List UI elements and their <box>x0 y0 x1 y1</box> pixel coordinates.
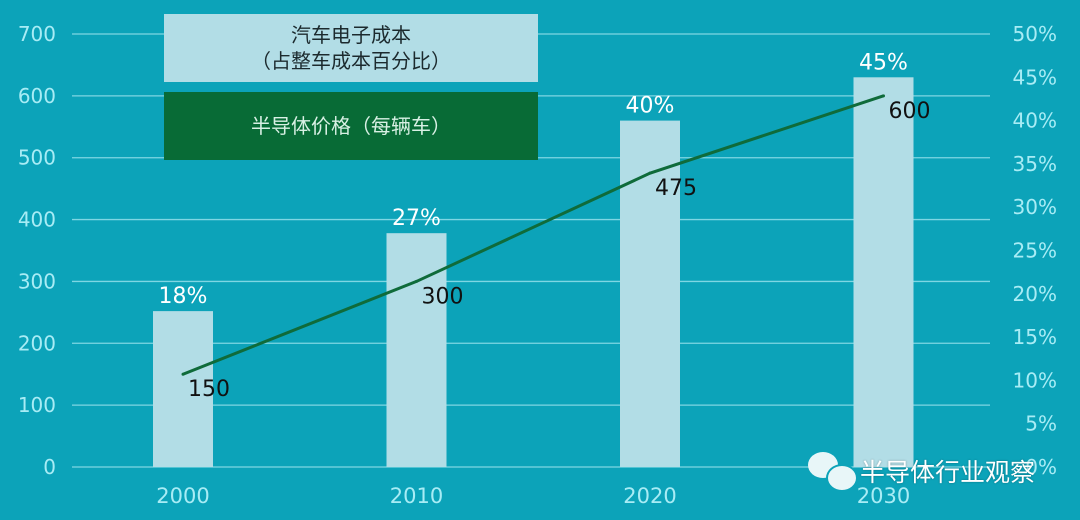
line-data-label: 150 <box>188 377 230 402</box>
legend-line-series: 半导体价格（每辆车） <box>164 92 538 160</box>
bar <box>620 120 680 467</box>
bar <box>386 233 447 467</box>
bar-data-label: 18% <box>159 284 208 309</box>
line-point <box>181 372 185 376</box>
bar-data-label: 27% <box>392 206 441 231</box>
right-tick-label: 5% <box>1025 412 1057 436</box>
left-tick-label: 0 <box>43 455 56 479</box>
left-tick-label: 600 <box>18 84 56 108</box>
right-tick-label: 30% <box>1013 195 1057 219</box>
left-tick-label: 500 <box>18 146 56 170</box>
right-tick-label: 45% <box>1013 65 1057 89</box>
line-data-label: 300 <box>422 284 464 309</box>
x-tick-label: 2010 <box>390 484 443 508</box>
x-tick-label: 2000 <box>156 484 209 508</box>
right-tick-label: 35% <box>1013 152 1057 176</box>
line-data-label: 475 <box>655 176 697 201</box>
left-tick-label: 400 <box>18 208 56 232</box>
x-tick-label: 2020 <box>623 484 676 508</box>
line-point <box>882 94 885 98</box>
watermark: 半导体行业观察 <box>808 452 1036 492</box>
left-tick-label: 700 <box>18 22 56 46</box>
right-tick-label: 50% <box>1013 22 1057 46</box>
right-tick-label: 40% <box>1013 109 1057 133</box>
line-data-label: 600 <box>889 99 931 124</box>
bar <box>153 311 213 467</box>
right-tick-label: 20% <box>1013 282 1057 306</box>
x-tick-label: 2030 <box>857 484 910 508</box>
bar-data-label: 45% <box>859 50 908 75</box>
left-tick-label: 100 <box>18 393 56 417</box>
legend-bar-label-line2: （占整车成本百分比） <box>251 49 451 73</box>
right-tick-label: 25% <box>1013 239 1057 263</box>
legend-bar-series: 汽车电子成本 （占整车成本百分比） <box>164 14 538 82</box>
right-tick-label: 10% <box>1013 368 1057 392</box>
line-point <box>648 171 652 175</box>
left-tick-label: 200 <box>18 331 56 355</box>
bar <box>853 77 914 468</box>
bar-data-label: 40% <box>626 94 675 119</box>
line-point <box>415 279 418 283</box>
line-series <box>182 94 884 376</box>
legend-bar-label-line1: 汽车电子成本 <box>291 23 411 47</box>
watermark-text: 半导体行业观察 <box>860 458 1036 487</box>
left-tick-label: 300 <box>18 269 56 293</box>
right-tick-label: 15% <box>1013 325 1057 349</box>
legend-line-label: 半导体价格（每辆车） <box>251 114 451 138</box>
wechat-icon <box>808 452 858 492</box>
right-tick-label: 0% <box>1025 455 1057 479</box>
